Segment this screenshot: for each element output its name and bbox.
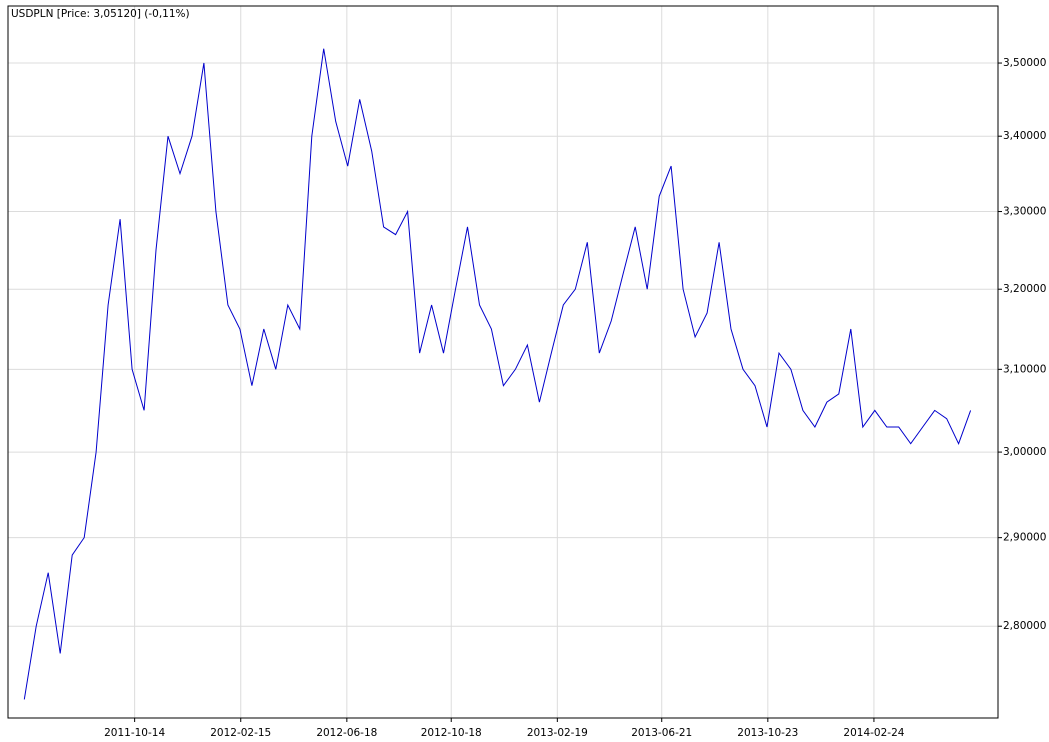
y-tick-label: 3,00000 bbox=[1003, 446, 1046, 458]
y-tick-label: 3,50000 bbox=[1003, 57, 1046, 69]
x-tick-label: 2012-06-18 bbox=[316, 727, 377, 739]
chart-title: USDPLN [Price: 3,05120] (-0,11%) bbox=[11, 8, 190, 20]
grid bbox=[8, 6, 998, 718]
x-tick-label: 2011-10-14 bbox=[104, 727, 165, 739]
x-tick-label: 2013-10-23 bbox=[737, 727, 798, 739]
y-tick-label: 3,40000 bbox=[1003, 130, 1046, 142]
x-tick-label: 2014-02-24 bbox=[843, 727, 904, 739]
plot bbox=[23, 48, 972, 700]
x-tick-label: 2012-10-18 bbox=[421, 727, 482, 739]
y-tick-label: 3,30000 bbox=[1003, 206, 1046, 218]
price-line bbox=[23, 48, 972, 700]
x-tick-label: 2012-02-15 bbox=[210, 727, 271, 739]
x-tick-label: 2013-06-21 bbox=[631, 727, 692, 739]
plot-frame bbox=[7, 5, 999, 719]
y-tick-label: 3,10000 bbox=[1003, 363, 1046, 375]
x-tick-label: 2013-02-19 bbox=[527, 727, 588, 739]
y-tick-label: 2,90000 bbox=[1003, 532, 1046, 544]
y-tick-label: 3,20000 bbox=[1003, 283, 1046, 295]
y-tick-label: 2,80000 bbox=[1003, 620, 1046, 632]
